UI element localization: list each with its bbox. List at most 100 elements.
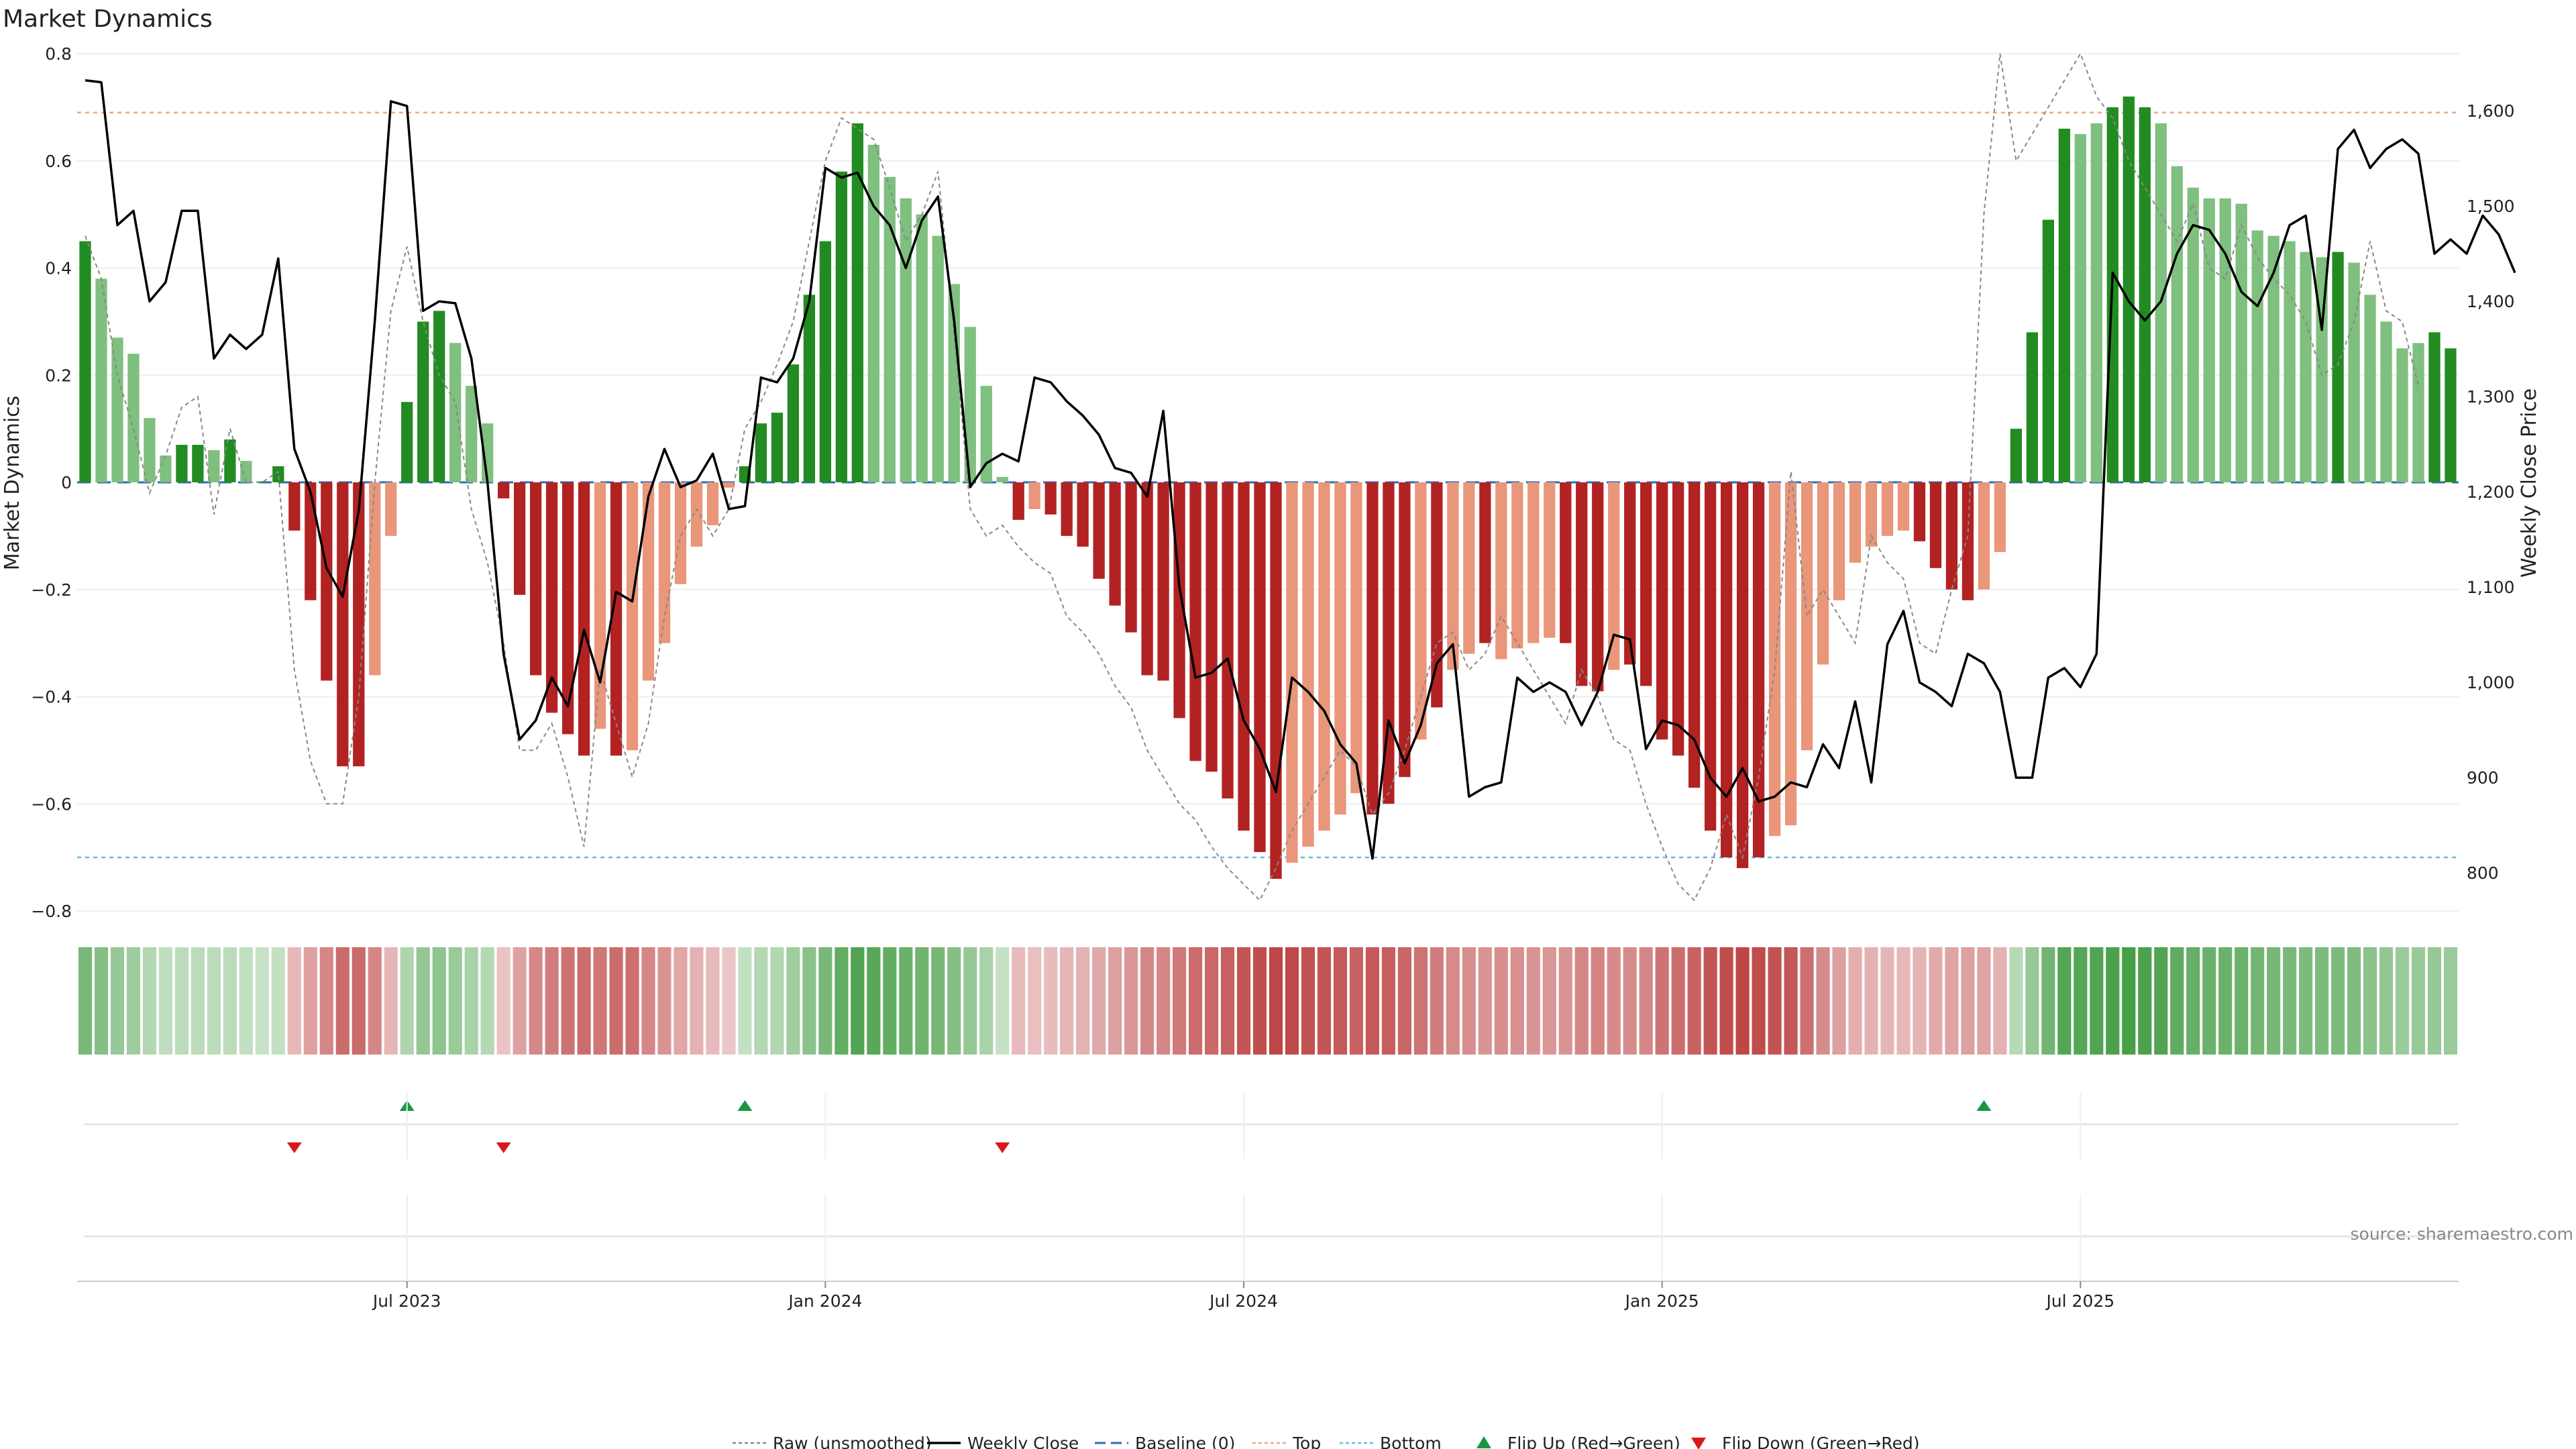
bar [2042, 219, 2054, 482]
heat-cell [963, 947, 977, 1055]
legend-label: Flip Up (Red→Green) [1507, 1434, 1680, 1449]
x-axis: Jul 2023 Jan 2024 Jul 2024 Jan 2025 Jul 2025 [77, 1093, 2459, 1311]
heat-cell [2251, 947, 2265, 1055]
bar [1222, 482, 1234, 799]
heat-cell [1028, 947, 1042, 1055]
bar [529, 482, 542, 676]
bar [1286, 482, 1298, 863]
bar [176, 445, 188, 482]
heat-cell [368, 947, 382, 1055]
bar [1978, 482, 1990, 590]
bar [819, 241, 832, 482]
right-tick-label: 900 [2467, 768, 2499, 788]
heat-cell [641, 947, 655, 1055]
bar [1077, 482, 1089, 547]
bar [1881, 482, 1894, 536]
heat-cell [1913, 947, 1927, 1055]
heat-cell [1687, 947, 1701, 1055]
bar [1205, 482, 1218, 772]
bar [690, 482, 703, 547]
heat-cell [2138, 947, 2152, 1055]
bar [1624, 482, 1636, 665]
left-tick-label: −0.6 [31, 794, 72, 814]
heat-cell [1977, 947, 1991, 1055]
bar [658, 482, 671, 643]
heat-cell [657, 947, 672, 1055]
bar [401, 402, 413, 482]
heat-cell [2009, 947, 2023, 1055]
left-tick-label: 0.8 [45, 44, 72, 64]
legend-label: Top [1292, 1434, 1321, 1449]
heat-cell [2443, 947, 2458, 1055]
heat-cell [1285, 947, 1299, 1055]
heat-cell [2363, 947, 2377, 1055]
heat-cell [754, 947, 768, 1055]
heat-cell [2379, 947, 2394, 1055]
heat-cell [191, 947, 205, 1055]
bar [1254, 482, 1266, 853]
bar [111, 337, 123, 482]
left-tick-label: −0.2 [31, 580, 72, 600]
bar [2284, 241, 2296, 482]
bar [208, 450, 220, 482]
heat-cell [384, 947, 398, 1055]
bar [1511, 482, 1523, 649]
right-tick-label: 1,600 [2467, 101, 2515, 121]
bar [321, 482, 333, 681]
bar [79, 241, 91, 482]
bar [288, 482, 301, 531]
heat-cell [1060, 947, 1074, 1055]
bar [1012, 482, 1024, 520]
bar [610, 482, 623, 756]
left-axis: 0.8 0.6 0.4 0.2 0 −0.2 −0.4 −0.6 −0.8 [31, 44, 72, 921]
flip-down-marker [995, 1142, 1010, 1153]
bar [980, 386, 992, 482]
x-tick-label: Jul 2025 [2045, 1291, 2114, 1311]
bar [1383, 482, 1395, 804]
legend-label: Flip Down (Green→Red) [1722, 1434, 1920, 1449]
heat-cell [1269, 947, 1283, 1055]
heat-cell [2090, 947, 2104, 1055]
bar [1656, 482, 1668, 740]
bar [1688, 482, 1701, 788]
heat-cell [400, 947, 414, 1055]
heat-cell [432, 947, 446, 1055]
bar [1495, 482, 1507, 659]
raw-series-line [85, 52, 2419, 902]
bar [1125, 482, 1137, 633]
bar [1865, 482, 1878, 547]
bar [2219, 198, 2231, 482]
flip-down-marker [286, 1142, 302, 1153]
heat-cell [78, 947, 93, 1055]
bar [1173, 482, 1185, 718]
bar [1109, 482, 1121, 606]
heat-cell [1719, 947, 1733, 1055]
heat-cell [1510, 947, 1524, 1055]
heat-cell [1220, 947, 1235, 1055]
bar [1479, 482, 1491, 643]
legend: Raw (unsmoothed) Weekly Close Baseline (0)… [733, 1434, 1920, 1449]
heat-cell [1864, 947, 1878, 1055]
bar [192, 445, 204, 482]
legend-label: Bottom [1380, 1434, 1442, 1449]
bar [1141, 482, 1153, 676]
bar [2187, 187, 2199, 482]
heat-cell [818, 947, 833, 1055]
bar [337, 482, 349, 767]
bar [1544, 482, 1556, 638]
bar [1157, 482, 1169, 681]
heat-cell [239, 947, 253, 1055]
heat-cell [223, 947, 237, 1055]
heat-cell [255, 947, 269, 1055]
heat-cell [271, 947, 285, 1055]
bar [1929, 482, 1942, 568]
bar [2090, 123, 2102, 482]
x-tick-label: Jul 2024 [1208, 1291, 1278, 1311]
bar [2026, 332, 2038, 482]
bar [224, 439, 236, 482]
bar [160, 455, 172, 482]
heat-cell [2154, 947, 2168, 1055]
heat-cell [2235, 947, 2249, 1055]
bar [964, 327, 976, 482]
bar [1189, 482, 1201, 761]
